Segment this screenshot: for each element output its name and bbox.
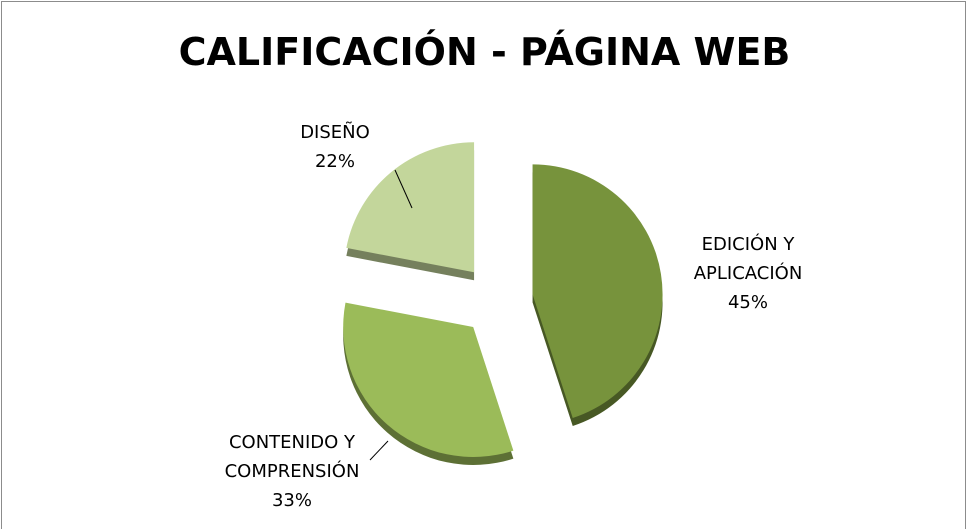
data-label: CONTENIDO Y COMPRENSIÓN 33%: [192, 428, 392, 515]
value-label: 33%: [271, 490, 312, 511]
data-label: DISEÑO 22%: [235, 118, 435, 176]
slices: [343, 142, 663, 466]
category-label: DISEÑO: [300, 122, 370, 143]
slice: [532, 164, 663, 419]
value-label: 45%: [727, 292, 768, 313]
category-label: CONTENIDO Y COMPRENSIÓN: [224, 432, 360, 482]
slice: [343, 302, 514, 458]
value-label: 22%: [314, 151, 355, 172]
slice: [346, 142, 475, 273]
data-label: EDICIÓN Y APLICACIÓN 45%: [648, 230, 848, 317]
chart-title: CALIFICACIÓN - PÁGINA WEB: [178, 30, 791, 74]
category-label: EDICIÓN Y APLICACIÓN: [693, 234, 803, 284]
leader-line: [369, 440, 389, 461]
leader-line: [394, 169, 413, 209]
